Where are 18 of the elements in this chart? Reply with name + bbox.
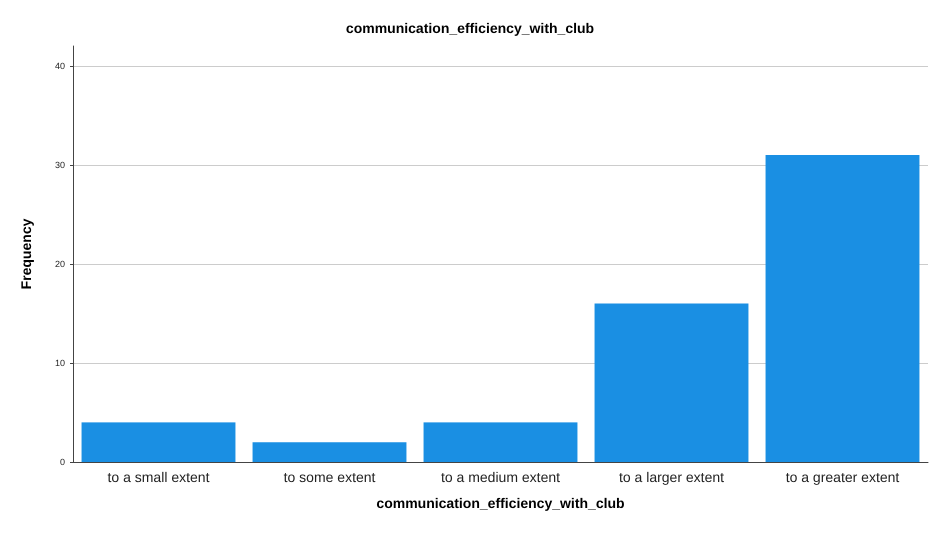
x-tick-label: to a larger extent — [618, 469, 724, 485]
y-axis-title: Frequency — [18, 218, 34, 290]
bar — [766, 154, 920, 462]
chart-title: communication_efficiency_with_club — [346, 20, 594, 36]
x-tick-label: to a medium extent — [440, 469, 560, 485]
bar — [424, 422, 578, 462]
bar — [252, 442, 406, 462]
bar — [82, 422, 236, 462]
y-tick-label: 30 — [54, 160, 65, 170]
x-tick-label: to a greater extent — [786, 469, 900, 485]
y-tick-label: 0 — [60, 457, 65, 467]
x-axis-title: communication_efficiency_with_club — [376, 495, 625, 511]
x-tick-label: to a small extent — [108, 469, 210, 485]
y-tick-label: 40 — [54, 60, 65, 71]
bar — [594, 304, 748, 462]
y-tick-label: 20 — [54, 258, 65, 269]
x-tick-label: to some extent — [284, 469, 376, 485]
y-tick-label: 10 — [54, 358, 65, 368]
